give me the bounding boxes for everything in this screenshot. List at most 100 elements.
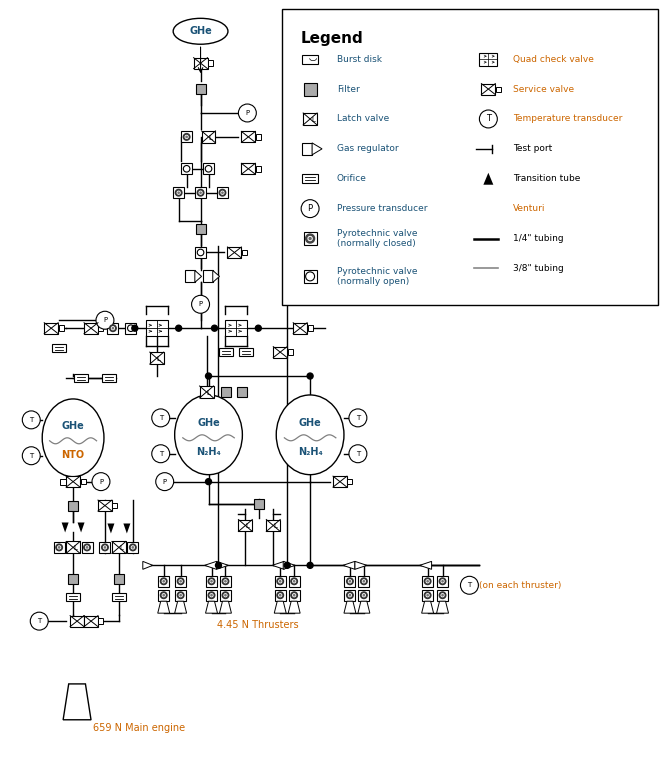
Bar	[84, 616, 98, 627]
Bar	[273, 346, 287, 358]
Bar	[181, 131, 192, 142]
Circle shape	[156, 472, 174, 491]
Bar	[98, 618, 104, 624]
Circle shape	[222, 578, 229, 584]
Text: (on each thruster): (on each thruster)	[480, 581, 562, 590]
Circle shape	[307, 562, 313, 568]
Polygon shape	[63, 684, 91, 720]
Text: 4.45 N Thrusters: 4.45 N Thrusters	[217, 620, 298, 630]
Bar	[256, 166, 261, 171]
Circle shape	[161, 578, 167, 584]
Bar	[304, 83, 316, 95]
Ellipse shape	[173, 18, 228, 45]
Polygon shape	[205, 601, 217, 613]
Text: L: L	[274, 524, 277, 529]
Polygon shape	[195, 270, 201, 283]
Circle shape	[440, 592, 446, 598]
Bar	[44, 323, 58, 333]
Circle shape	[427, 581, 428, 582]
Bar	[203, 270, 213, 283]
Bar	[114, 574, 124, 584]
Circle shape	[131, 546, 134, 549]
Bar	[242, 131, 256, 142]
Text: GHe: GHe	[197, 418, 220, 428]
Circle shape	[179, 580, 182, 583]
Text: P: P	[246, 110, 250, 116]
Circle shape	[293, 594, 296, 597]
Circle shape	[163, 594, 165, 597]
Text: L: L	[246, 524, 250, 529]
Circle shape	[205, 478, 211, 485]
Circle shape	[279, 594, 282, 597]
Text: 3/8" tubing: 3/8" tubing	[513, 264, 564, 273]
Polygon shape	[344, 601, 356, 613]
Circle shape	[22, 411, 40, 429]
Circle shape	[130, 544, 136, 551]
Polygon shape	[274, 601, 286, 613]
Text: T: T	[159, 451, 163, 457]
Bar	[289, 576, 300, 587]
Bar	[173, 187, 184, 198]
Bar	[68, 574, 78, 584]
Polygon shape	[175, 601, 187, 613]
Circle shape	[211, 325, 217, 331]
Circle shape	[86, 546, 88, 549]
Circle shape	[58, 547, 60, 548]
Text: Orifice: Orifice	[337, 174, 367, 184]
Circle shape	[102, 544, 108, 551]
Bar	[227, 247, 242, 258]
Bar	[98, 326, 104, 331]
Text: GHe: GHe	[189, 26, 212, 36]
Circle shape	[424, 578, 431, 584]
Bar	[282, 9, 658, 306]
Bar	[66, 541, 80, 554]
Bar	[112, 593, 126, 601]
Bar	[480, 53, 497, 65]
Circle shape	[197, 190, 204, 196]
Circle shape	[215, 562, 221, 568]
Text: L: L	[157, 356, 161, 362]
Bar	[422, 576, 433, 587]
Circle shape	[205, 373, 211, 379]
Text: Burst disk: Burst disk	[337, 55, 382, 64]
Circle shape	[96, 311, 114, 329]
Circle shape	[222, 192, 223, 194]
Bar	[302, 143, 312, 155]
Bar	[242, 250, 247, 255]
Circle shape	[185, 135, 188, 138]
Circle shape	[301, 200, 319, 217]
Circle shape	[224, 580, 227, 583]
Text: 1/4" tubing: 1/4" tubing	[513, 234, 564, 243]
Text: NTO: NTO	[62, 450, 85, 460]
Polygon shape	[288, 601, 300, 613]
Circle shape	[176, 325, 182, 331]
Polygon shape	[217, 561, 228, 569]
Bar	[59, 326, 64, 331]
Circle shape	[293, 580, 296, 583]
Bar	[302, 174, 318, 184]
Circle shape	[225, 594, 226, 596]
Polygon shape	[437, 601, 448, 613]
Polygon shape	[108, 524, 114, 534]
Circle shape	[277, 592, 284, 598]
Bar	[66, 593, 80, 601]
Polygon shape	[213, 270, 219, 283]
Circle shape	[152, 445, 170, 462]
Polygon shape	[484, 200, 493, 209]
Circle shape	[161, 592, 167, 598]
Bar	[150, 352, 164, 364]
Circle shape	[110, 325, 116, 332]
Circle shape	[238, 104, 256, 122]
Bar	[496, 87, 501, 91]
Circle shape	[349, 409, 367, 427]
Circle shape	[426, 580, 429, 583]
Circle shape	[294, 581, 295, 582]
Polygon shape	[219, 601, 231, 613]
Bar	[175, 590, 186, 601]
Circle shape	[347, 578, 353, 584]
Polygon shape	[484, 209, 493, 217]
Circle shape	[163, 580, 165, 583]
Text: T: T	[356, 451, 360, 457]
Circle shape	[363, 581, 365, 582]
Circle shape	[178, 192, 179, 194]
